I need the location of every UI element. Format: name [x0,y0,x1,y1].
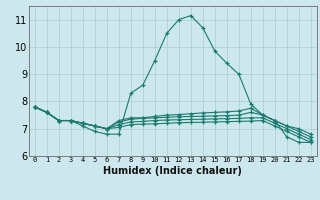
X-axis label: Humidex (Indice chaleur): Humidex (Indice chaleur) [103,166,242,176]
